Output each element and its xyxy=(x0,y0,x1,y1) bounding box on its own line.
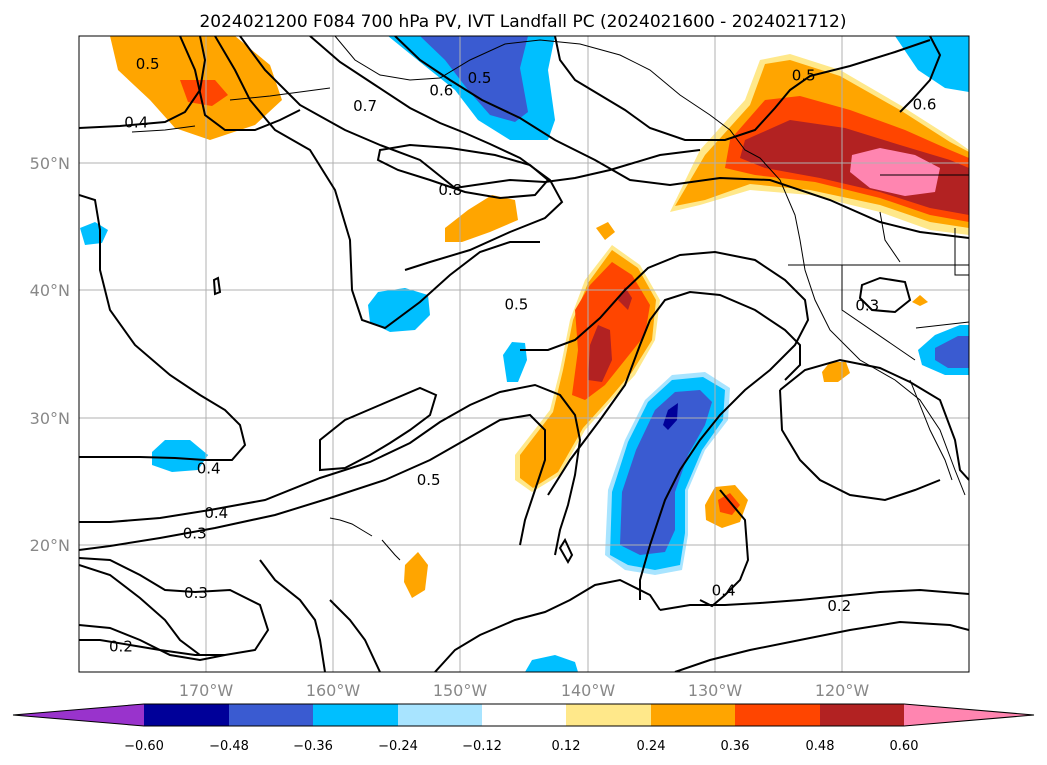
lat-label-40n: 40°N xyxy=(30,281,70,300)
negative-anomaly-band-peak xyxy=(663,403,678,430)
colorbar-seg-p048 xyxy=(820,704,904,726)
map-gridlines xyxy=(79,36,969,672)
latitude-labels: 20°N 30°N 40°N 50°N xyxy=(30,154,70,555)
colorbar-extend-high xyxy=(904,704,1034,726)
negative-anomaly-168w xyxy=(152,440,208,472)
lon-label-170w: 170°W xyxy=(179,681,234,700)
contour-label: 0.5 xyxy=(417,471,441,489)
lon-label-160w: 160°W xyxy=(306,681,361,700)
colorbar-tick-m012: −0.12 xyxy=(462,739,502,754)
colorbar-tick-m036: −0.36 xyxy=(293,739,333,754)
colorbar-seg-m036 xyxy=(313,704,398,726)
colorbar-seg-neutral xyxy=(482,704,566,726)
colorbar-tick-p048: 0.48 xyxy=(806,739,835,754)
positive-anomaly-ribbon-tip xyxy=(596,222,615,240)
contour-label: 0.3 xyxy=(184,584,208,602)
contour-label: 0.4 xyxy=(197,459,221,477)
positive-anomaly-nw-core xyxy=(180,80,228,106)
colorbar-seg-m024 xyxy=(398,704,482,726)
colorbar-tick-p024: 0.24 xyxy=(637,739,666,754)
contour-label: 0.4 xyxy=(124,113,148,131)
positive-anomaly-nevada xyxy=(912,295,928,306)
colorbar-outline xyxy=(12,703,1035,727)
negative-anomaly-gulf-of-alaska xyxy=(420,36,528,122)
colorbar-extend-low xyxy=(13,704,144,726)
positive-anomaly-153w xyxy=(404,552,428,598)
contour-label: 0.5 xyxy=(468,69,492,87)
contour-label: 0.4 xyxy=(712,582,736,600)
contour-label: 0.8 xyxy=(438,181,462,199)
contour-label: 0.6 xyxy=(913,96,937,114)
contour-label: 0.2 xyxy=(109,638,133,656)
lat-label-30n: 30°N xyxy=(30,409,70,428)
lat-label-20n: 20°N xyxy=(30,536,70,555)
coastlines xyxy=(131,36,969,561)
colorbar-tick-p012: 0.12 xyxy=(552,739,581,754)
colorbar-seg-m060 xyxy=(144,704,229,726)
lon-label-120w: 120°W xyxy=(815,681,870,700)
lon-label-130w: 130°W xyxy=(688,681,743,700)
negative-anomaly-south-edge xyxy=(525,655,578,672)
contour-label: 0.5 xyxy=(136,55,160,73)
lon-label-150w: 150°W xyxy=(433,681,488,700)
figure-title: 2024021200 F084 700 hPa PV, IVT Landfall… xyxy=(199,12,846,32)
colorbar-tick-m048: −0.48 xyxy=(209,739,249,754)
contour-label: 0.7 xyxy=(353,97,377,115)
positive-anomaly-mid-pacific xyxy=(445,195,518,242)
contour-label: 0.3 xyxy=(183,524,207,542)
negative-anomaly-top-right-outer xyxy=(895,36,969,92)
positive-anomaly-baja xyxy=(822,362,850,382)
positive-anomaly-ribbon-strong-2 xyxy=(618,287,632,310)
map-frame xyxy=(78,35,970,673)
negative-anomaly-155w xyxy=(368,288,430,332)
colorbar: −0.60 −0.48 −0.36 −0.24 −0.12 0.12 0.24 … xyxy=(12,703,1035,754)
longitude-labels: 170°W 160°W 150°W 140°W 130°W 120°W xyxy=(179,681,870,700)
negative-anomaly-146w xyxy=(503,342,527,382)
contour-label: 0.5 xyxy=(792,66,816,84)
positive-anomaly-pacific-nw-peak xyxy=(850,148,940,196)
colorbar-tick-p036: 0.36 xyxy=(721,739,750,754)
contour-label: 0.4 xyxy=(204,504,228,522)
colorbar-tick-m024: −0.24 xyxy=(378,739,418,754)
contour-labels: 0.5 0.6 0.7 0.8 0.5 0.6 0.5 0.3 0.4 0.5 0.4 0.3 0.3 0… xyxy=(109,55,937,656)
lon-label-140w: 140°W xyxy=(561,681,616,700)
colorbar-tick-p060: 0.60 xyxy=(890,739,919,754)
pv-contours xyxy=(79,36,969,672)
colorbar-seg-m048 xyxy=(229,704,313,726)
colorbar-seg-p012 xyxy=(566,704,651,726)
contour-label: 0.5 xyxy=(504,295,528,313)
negative-anomaly-band-strong xyxy=(620,390,712,555)
contour-label: 0.2 xyxy=(827,597,851,615)
lat-label-50n: 50°N xyxy=(30,154,70,173)
shaded-fields: 0.5 0.6 0.7 0.8 0.5 0.6 0.5 0.3 0.4 0.5 0.4 0.3 0.3 0… xyxy=(79,36,969,672)
colorbar-tick-m060: −0.60 xyxy=(124,739,164,754)
contour-label: 0.6 xyxy=(429,82,453,100)
contour-label: 0.3 xyxy=(855,297,879,315)
positive-anomaly-ribbon-strong xyxy=(588,325,612,382)
negative-anomaly-southwest-us-core xyxy=(935,336,969,368)
map-panel: 0.5 0.6 0.7 0.8 0.5 0.6 0.5 0.3 0.4 0.5 0.4 0.3 0.3 0… xyxy=(30,35,970,700)
colorbar-seg-p036 xyxy=(735,704,820,726)
colorbar-seg-p024 xyxy=(651,704,735,726)
positive-anomaly-128w-core xyxy=(718,493,740,515)
